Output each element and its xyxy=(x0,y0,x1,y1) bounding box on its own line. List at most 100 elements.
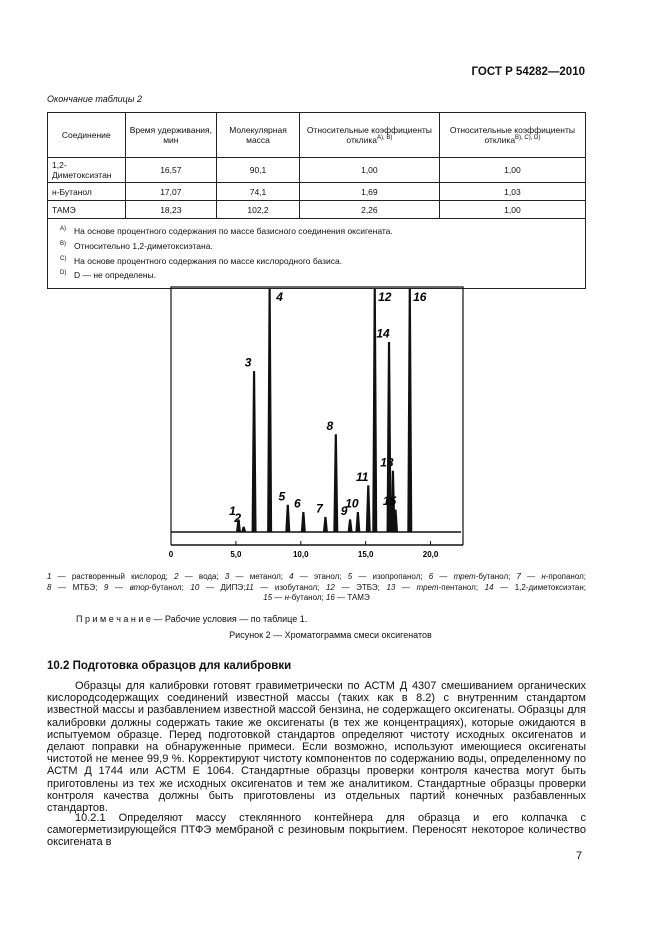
peak-label: 9 xyxy=(341,504,348,518)
header-cell: Соединение xyxy=(47,112,126,158)
doc-code: ГОСТ Р 54282—2010 xyxy=(471,66,585,78)
legend-run: 6 xyxy=(428,572,434,581)
table-cell: 18,23 xyxy=(124,200,218,219)
table-body: 1,2-Диметоксиэтан 16,57 90,1 1,00 1,00 н-Бута… xyxy=(47,157,587,290)
footnote: D) D — не определены. xyxy=(60,267,579,282)
legend-run: трет xyxy=(416,582,439,592)
footnote-mark: С) xyxy=(60,255,67,262)
legend-run: — вода; xyxy=(178,572,225,581)
table-cell: 1,00 xyxy=(438,157,587,183)
peak-label: 11 xyxy=(356,470,369,484)
peak xyxy=(267,288,273,533)
legend-run: 8 xyxy=(47,582,52,592)
peak-label: 1 xyxy=(229,504,236,518)
peak xyxy=(347,519,353,533)
legend-run: — метанол; xyxy=(229,572,290,581)
legend-run: 7 xyxy=(516,572,521,581)
peak-label: 4 xyxy=(275,290,283,304)
peak xyxy=(386,341,392,533)
table-cell: 16,57 xyxy=(124,157,218,183)
peak-label: 12 xyxy=(378,290,392,304)
x-tick-label: 10,0 xyxy=(293,550,309,559)
legend-run: 11 xyxy=(245,582,254,592)
table-cell: н-Бутанол xyxy=(47,182,126,201)
legend-run: 12 xyxy=(325,582,335,592)
legend-run: -пентанол; xyxy=(438,582,485,592)
footnote-text: Относительно 1,2-диметоксиэтана. xyxy=(74,240,213,251)
header-text: Молекулярная масса xyxy=(229,125,287,145)
legend-run: 4 xyxy=(289,572,294,581)
footnote: А) На основе процентного содержания по ма… xyxy=(60,223,579,238)
footnotes: А) На основе процентного содержания по ма… xyxy=(47,217,586,290)
x-tick-label: 15,0 xyxy=(358,550,374,559)
peak xyxy=(241,526,247,533)
peak-label: 7 xyxy=(316,501,324,515)
table-cell: 102,2 xyxy=(216,200,300,219)
legend-run: — xyxy=(395,582,417,592)
table-row: 1,2-Диметоксиэтан 16,57 90,1 1,00 1,00 xyxy=(47,157,587,183)
x-tick-label: 0 xyxy=(169,550,174,559)
footnote: С) На основе процентного содержания по ма… xyxy=(60,253,579,268)
peak xyxy=(407,288,413,533)
peak xyxy=(235,519,242,533)
x-tick-label: 5,0 xyxy=(230,550,242,559)
table-cell: 1,2-Диметоксиэтан xyxy=(47,157,126,183)
table-cell: 1,03 xyxy=(438,182,587,201)
header-text: Относительные коэффициенты отклика xyxy=(306,125,432,145)
figure-caption: Рисунок 2 — Хроматограмма смеси оксигена… xyxy=(229,630,432,640)
peak xyxy=(365,485,371,533)
legend-run: — ДИПЭ; xyxy=(199,582,246,592)
header-cell: Относительные коэффициенты откликаА), В) xyxy=(298,112,440,158)
page-number: 7 xyxy=(576,850,583,862)
legend-run: — xyxy=(520,572,542,581)
legend-line: 8 — МТБЭ; 9 — втор-бутанол; 10 — ДИПЭ;11… xyxy=(47,583,586,594)
header-cell: Молекулярная масса xyxy=(216,112,300,158)
paragraph: 10.2.1 Определяют массу стеклянного конт… xyxy=(47,812,586,849)
legend-run: 3 xyxy=(224,572,230,581)
legend-run: — МТБЭ; xyxy=(51,582,104,592)
peak xyxy=(333,434,339,533)
footnote: В) Относительно 1,2-диметоксиэтана. xyxy=(60,238,579,253)
legend-run: 10 xyxy=(190,582,200,592)
legend-run: — xyxy=(433,572,454,581)
legend-run: 9 xyxy=(103,582,109,592)
header-text: Относительные коэффициенты отклика xyxy=(449,125,575,145)
header-text: Время удерживания, мин xyxy=(129,125,212,145)
peak-label: 5 xyxy=(278,489,285,503)
legend-run: 1 xyxy=(47,572,52,581)
section-heading: 10.2 Подготовка образцов для калибровки xyxy=(47,660,292,672)
footnote-ref: В), С), D) xyxy=(515,135,541,142)
peak-label: 3 xyxy=(245,356,252,370)
legend-run: -бутанол; xyxy=(475,572,517,581)
header-text: Соединение xyxy=(61,130,111,140)
table-cell: ТАМЭ xyxy=(47,200,126,219)
legend-run: — изобутанол; xyxy=(253,582,326,592)
legend-run: н xyxy=(541,572,546,581)
peak-label: 10 xyxy=(345,497,359,511)
legend-run: — ЭТБЭ; xyxy=(334,582,387,592)
peak xyxy=(285,504,291,533)
legend-run: — xyxy=(108,582,130,592)
legend-run: 13 xyxy=(386,582,396,592)
table-cell: 90,1 xyxy=(216,157,300,183)
footnote-text: На основе процентного содержания по масс… xyxy=(74,255,343,266)
legend-line: 1 — растворенный кислород; 2 — вода; 3 —… xyxy=(47,572,586,583)
legend-run: 16 xyxy=(325,593,335,602)
peak xyxy=(392,509,399,533)
paragraph: Образцы для калибровки готовят гравиметр… xyxy=(47,680,586,815)
legend-run: -бутанол; xyxy=(149,582,191,592)
peak xyxy=(322,516,328,533)
footnote-ref: А), В) xyxy=(377,135,393,142)
peak xyxy=(300,512,306,533)
legend-run: 5 xyxy=(347,572,353,581)
footnote-mark: А) xyxy=(60,226,66,232)
footnotes-row: А) На основе процентного содержания по ма… xyxy=(47,217,586,290)
legend-run: трет xyxy=(453,572,476,581)
table-cell: 1,00 xyxy=(438,200,587,219)
legend-run: -бутанол; xyxy=(289,593,326,602)
footnote-text: На основе процентного содержания по масс… xyxy=(74,225,393,236)
peak-label: 6 xyxy=(294,497,301,511)
peak-label: 14 xyxy=(376,326,390,340)
legend-run: — этанол; xyxy=(293,572,348,581)
